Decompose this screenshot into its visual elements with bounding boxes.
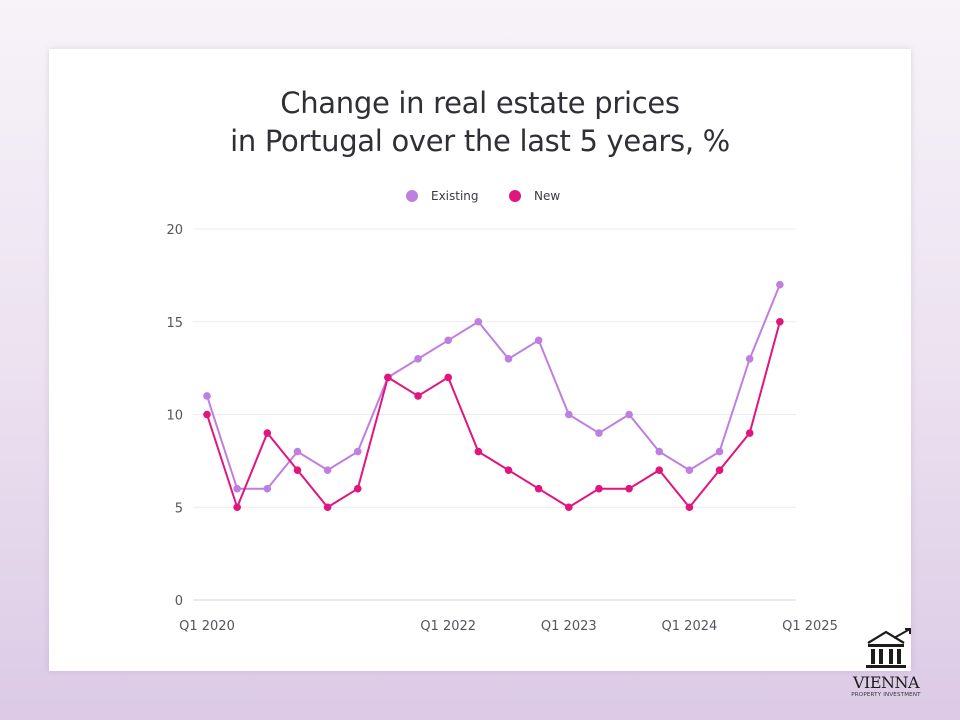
data-point-new [233,503,241,512]
chart-card [49,49,911,671]
data-point-existing [534,336,543,345]
data-point-existing [715,447,724,456]
data-point-new [715,466,724,474]
data-point-existing [655,447,664,456]
brand-name: VIENNA [852,673,920,692]
data-point-existing [323,466,332,474]
chart-title: Change in real estate prices in Portugal… [0,84,960,160]
data-point-existing [233,484,241,493]
x-tick-label: Q1 2025 [782,619,838,634]
brand-logo: VIENNA PROPERTY INVESTMENT [838,626,934,702]
legend-label-existing: Existing [431,189,479,203]
data-point-existing [263,484,272,493]
x-tick-label: Q1 2023 [541,619,597,634]
data-point-existing [685,466,694,474]
x-tick-label: Q1 2024 [662,619,718,634]
data-point-new [655,466,664,474]
y-tick-label: 0 [175,594,183,609]
data-point-existing [776,280,784,289]
data-point-new [414,392,422,400]
data-point-new [323,503,332,512]
data-point-new [293,466,302,474]
data-point-new [444,373,453,382]
data-point-existing [595,429,603,437]
data-point-new [625,484,633,493]
data-point-existing [565,410,573,419]
x-tick-label: Q1 2022 [420,619,476,634]
legend-marker-existing [406,190,418,202]
data-point-new [685,503,694,512]
data-point-new [353,484,362,493]
y-tick-label: 10 [166,409,183,424]
y-tick-label: 5 [175,501,183,516]
data-point-existing [353,447,362,456]
x-tick-label: Q1 2020 [179,619,235,634]
data-point-new [745,429,754,437]
data-point-new [565,503,573,512]
data-point-new [263,429,272,437]
data-point-existing [474,317,483,326]
data-point-existing [745,355,754,363]
series-line-existing [206,284,781,490]
chart-title-line-1: Change in real estate prices [280,86,680,120]
data-point-new [534,484,543,493]
chart-title-line-2: in Portugal over the last 5 years, % [230,124,730,158]
data-point-new [595,484,603,493]
legend-label-new: New [534,189,560,203]
bank-building-icon [866,628,911,668]
series-line-new [206,321,781,509]
data-point-new [474,447,483,456]
data-point-new [504,466,513,474]
data-point-existing [504,355,513,363]
data-point-new [203,410,211,419]
y-tick-label: 15 [166,316,183,331]
data-point-new [776,317,784,326]
y-tick-label: 20 [166,223,183,238]
legend-marker-new [509,190,521,202]
brand-tagline: PROPERTY INVESTMENT [851,692,921,698]
data-point-existing [625,410,633,419]
data-point-new [384,373,392,382]
data-point-existing [203,392,211,400]
data-point-existing [414,355,422,363]
data-point-existing [444,336,453,345]
data-point-existing [293,447,302,456]
